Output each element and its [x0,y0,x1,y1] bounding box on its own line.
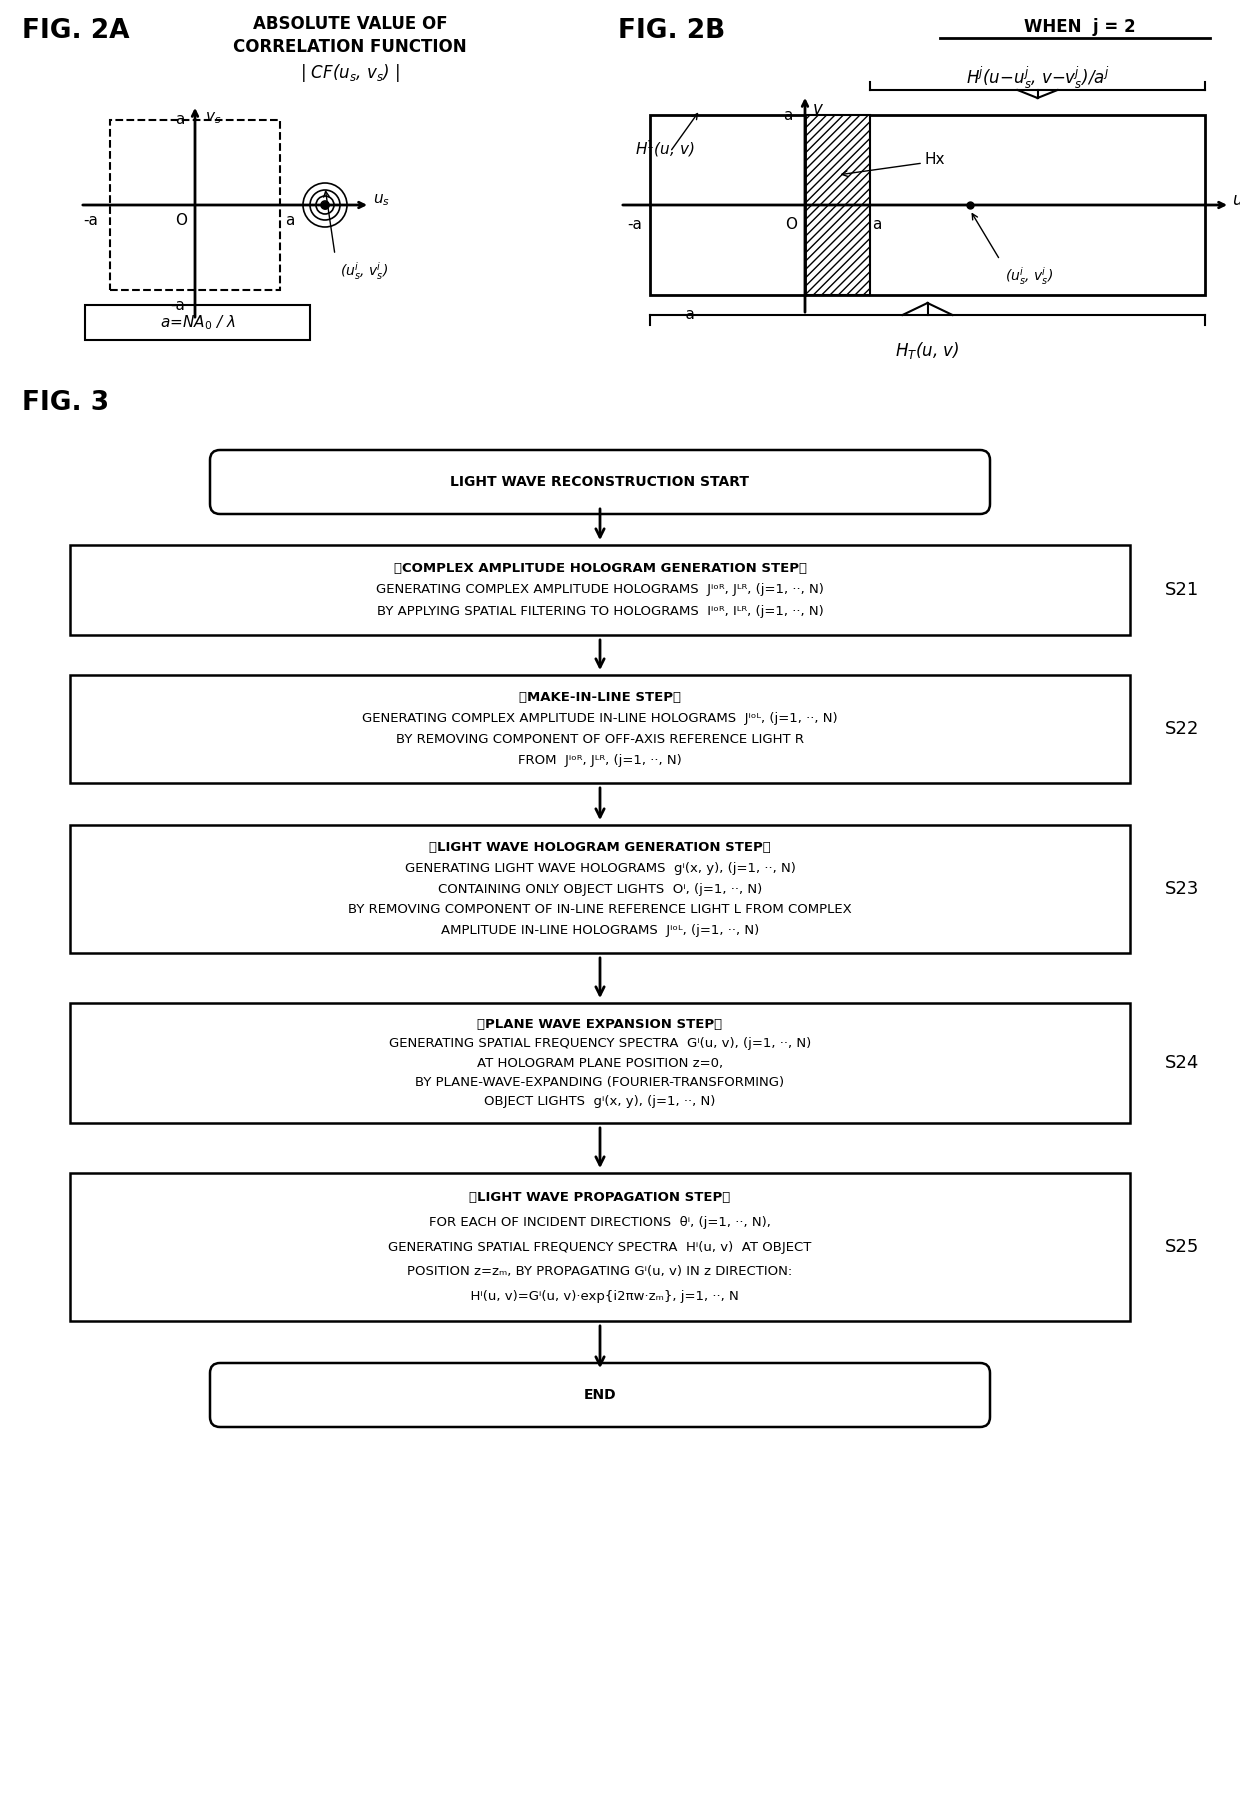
Text: POSITION z=zₘ, BY PROPAGATING Gⁱ(u, v) IN z DIRECTION:: POSITION z=zₘ, BY PROPAGATING Gⁱ(u, v) I… [408,1266,792,1279]
Text: -a: -a [170,298,185,313]
Text: (u$^i_s$, v$^i_s$): (u$^i_s$, v$^i_s$) [1004,266,1054,287]
Text: LIGHT WAVE RECONSTRUCTION START: LIGHT WAVE RECONSTRUCTION START [450,474,749,489]
Text: 【PLANE WAVE EXPANSION STEP】: 【PLANE WAVE EXPANSION STEP】 [477,1018,723,1031]
Text: BY REMOVING COMPONENT OF IN-LINE REFERENCE LIGHT L FROM COMPLEX: BY REMOVING COMPONENT OF IN-LINE REFEREN… [348,903,852,916]
Text: FOR EACH OF INCIDENT DIRECTIONS  θⁱ, (j=1, ··, N),: FOR EACH OF INCIDENT DIRECTIONS θⁱ, (j=1… [429,1216,771,1228]
Text: Hx: Hx [925,153,945,167]
Bar [69,1002,1130,1122]
Text: O: O [175,214,187,228]
FancyBboxPatch shape [210,451,990,514]
Text: AMPLITUDE IN-LINE HOLOGRAMS  Jⁱᵒᴸ, (j=1, ··, N): AMPLITUDE IN-LINE HOLOGRAMS Jⁱᵒᴸ, (j=1, … [441,925,759,938]
Bar [805,115,870,295]
Text: WHEN  j = 2: WHEN j = 2 [1024,18,1136,36]
Text: FROM  Jⁱᵒᴿ, Jᴸᴿ, (j=1, ··, N): FROM Jⁱᵒᴿ, Jᴸᴿ, (j=1, ··, N) [518,754,682,767]
Text: OBJECT LIGHTS  gⁱ(x, y), (j=1, ··, N): OBJECT LIGHTS gⁱ(x, y), (j=1, ··, N) [485,1096,715,1108]
Text: H$^1$(u, v): H$^1$(u, v) [635,138,694,158]
Text: S24: S24 [1166,1054,1199,1072]
Text: a: a [176,113,185,128]
Text: a: a [872,217,882,232]
Text: GENERATING LIGHT WAVE HOLOGRAMS  gⁱ(x, y), (j=1, ··, N): GENERATING LIGHT WAVE HOLOGRAMS gⁱ(x, y)… [404,862,795,875]
Bar [69,1173,1130,1322]
Text: -a: -a [83,214,98,228]
Text: 【MAKE-IN-LINE STEP】: 【MAKE-IN-LINE STEP】 [520,691,681,704]
Text: u$_s$: u$_s$ [373,192,391,208]
Text: S25: S25 [1166,1237,1199,1255]
Text: S23: S23 [1166,880,1199,898]
Text: CONTAINING ONLY OBJECT LIGHTS  Oⁱ, (j=1, ··, N): CONTAINING ONLY OBJECT LIGHTS Oⁱ, (j=1, … [438,882,763,896]
Text: S21: S21 [1166,580,1199,600]
Text: GENERATING SPATIAL FREQUENCY SPECTRA  Hⁱ(u, v)  AT OBJECT: GENERATING SPATIAL FREQUENCY SPECTRA Hⁱ(… [388,1241,812,1254]
Text: END: END [584,1388,616,1403]
Text: u: u [1233,190,1240,208]
Text: AT HOLOGRAM PLANE POSITION z=0,: AT HOLOGRAM PLANE POSITION z=0, [477,1056,723,1069]
Text: GENERATING COMPLEX AMPLITUDE HOLOGRAMS  Jⁱᵒᴿ, Jᴸᴿ, (j=1, ··, N): GENERATING COMPLEX AMPLITUDE HOLOGRAMS J… [376,584,823,596]
Text: GENERATING COMPLEX AMPLITUDE IN-LINE HOLOGRAMS  Jⁱᵒᴸ, (j=1, ··, N): GENERATING COMPLEX AMPLITUDE IN-LINE HOL… [362,711,838,726]
Text: BY PLANE-WAVE-EXPANDING (FOURIER-TRANSFORMING): BY PLANE-WAVE-EXPANDING (FOURIER-TRANSFO… [415,1076,785,1088]
Bar [86,305,310,339]
FancyBboxPatch shape [210,1363,990,1428]
Text: a: a [285,214,294,228]
Text: Hⁱ(u, v)=Gⁱ(u, v)·exp{i2πw·zₘ}, j=1, ··, N: Hⁱ(u, v)=Gⁱ(u, v)·exp{i2πw·zₘ}, j=1, ··,… [461,1290,738,1304]
Text: | CF(u$_s$, v$_s$) |: | CF(u$_s$, v$_s$) | [300,63,401,84]
Text: v: v [813,101,823,119]
Bar [110,120,280,289]
Text: ABSOLUTE VALUE OF: ABSOLUTE VALUE OF [253,14,448,32]
Text: BY APPLYING SPATIAL FILTERING TO HOLOGRAMS  Iⁱᵒᴿ, Iᴸᴿ, (j=1, ··, N): BY APPLYING SPATIAL FILTERING TO HOLOGRA… [377,605,823,618]
Text: a: a [784,108,794,122]
Text: a=NA$_0$ / λ: a=NA$_0$ / λ [160,313,236,332]
Text: GENERATING SPATIAL FREQUENCY SPECTRA  Gⁱ(u, v), (j=1, ··, N): GENERATING SPATIAL FREQUENCY SPECTRA Gⁱ(… [389,1038,811,1051]
Text: v$_s$: v$_s$ [205,110,222,126]
Text: 【LIGHT WAVE HOLOGRAM GENERATION STEP】: 【LIGHT WAVE HOLOGRAM GENERATION STEP】 [429,841,771,853]
Text: 【LIGHT WAVE PROPAGATION STEP】: 【LIGHT WAVE PROPAGATION STEP】 [470,1191,730,1203]
Bar [69,544,1130,636]
Text: H$^j$(u−u$^j_s$, v−v$^j_s$)/a$^j$: H$^j$(u−u$^j_s$, v−v$^j_s$)/a$^j$ [966,65,1109,92]
Bar [69,824,1130,954]
Text: (u$^i_s$, v$^i_s$): (u$^i_s$, v$^i_s$) [340,260,388,282]
Bar [69,675,1130,783]
Text: BY REMOVING COMPONENT OF OFF-AXIS REFERENCE LIGHT R: BY REMOVING COMPONENT OF OFF-AXIS REFERE… [396,733,804,745]
Text: 【COMPLEX AMPLITUDE HOLOGRAM GENERATION STEP】: 【COMPLEX AMPLITUDE HOLOGRAM GENERATION S… [393,562,806,575]
Bar [650,115,1205,295]
Text: O: O [785,217,797,232]
Text: FIG. 2A: FIG. 2A [22,18,129,43]
Text: FIG. 3: FIG. 3 [22,390,109,417]
Text: CORRELATION FUNCTION: CORRELATION FUNCTION [233,38,466,56]
Text: S22: S22 [1166,720,1199,738]
Text: H$_T$(u, v): H$_T$(u, v) [895,339,960,361]
Text: FIG. 2B: FIG. 2B [618,18,725,43]
Text: -a: -a [680,307,694,321]
Text: -a: -a [627,217,642,232]
